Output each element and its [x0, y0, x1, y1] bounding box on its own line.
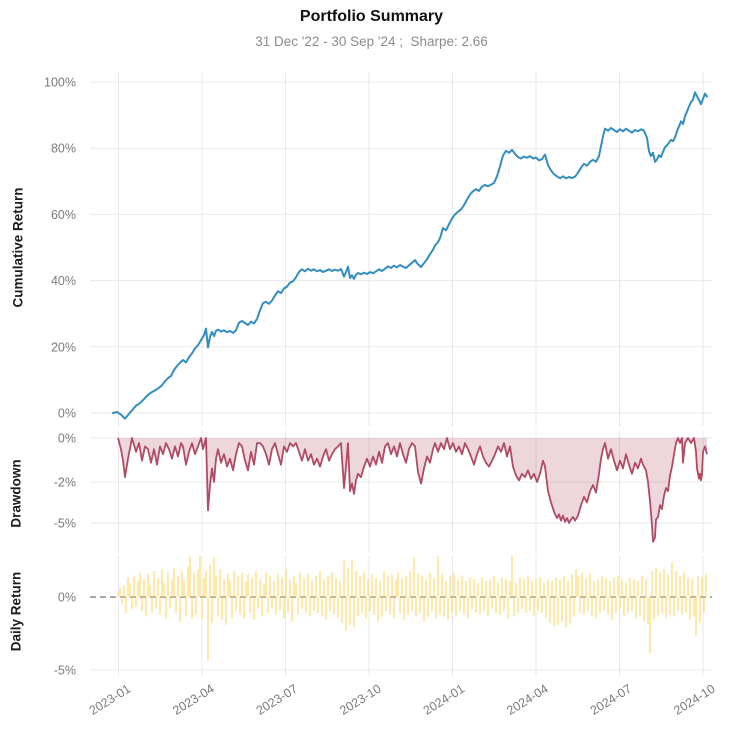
x-tick-label: 2023-07 — [254, 682, 300, 718]
chart-title: Portfolio Summary — [299, 8, 444, 25]
cumulative-return-line — [112, 91, 708, 420]
chart-subtitle: 31 Dec '22 - 30 Sep '24 ; Sharpe: 2.66 — [255, 34, 488, 49]
y-tick-label: 40% — [51, 274, 76, 288]
y-tick-label: -5% — [54, 517, 76, 531]
y-tick-label: -5% — [54, 663, 76, 677]
y-tick-label: 100% — [44, 76, 76, 90]
y-tick-label: 60% — [51, 208, 76, 222]
y-tick-label: 80% — [51, 142, 76, 156]
y-tick-label: 0% — [58, 407, 76, 421]
y-tick-label: 0% — [58, 432, 76, 446]
x-tick-label: 2023-04 — [170, 682, 216, 718]
y-tick-label: 0% — [58, 591, 76, 605]
y-tick-label: -2% — [54, 475, 76, 489]
x-tick-label: 2023-10 — [337, 682, 383, 718]
x-tick-label: 2023-01 — [87, 682, 133, 718]
x-tick-label: 2024-04 — [504, 682, 550, 718]
drawdown-line — [117, 437, 708, 543]
x-tick-label: 2024-07 — [588, 682, 634, 718]
x-tick-label: 2024-10 — [671, 682, 717, 718]
y-tick-label: 20% — [51, 340, 76, 354]
x-tick-label: 2024-01 — [421, 682, 467, 718]
